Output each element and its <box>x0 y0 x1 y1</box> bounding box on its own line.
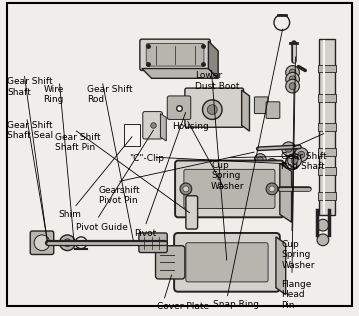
FancyBboxPatch shape <box>143 112 162 139</box>
Circle shape <box>266 183 278 195</box>
Circle shape <box>289 76 296 83</box>
FancyBboxPatch shape <box>140 39 210 70</box>
FancyBboxPatch shape <box>175 161 284 217</box>
Circle shape <box>282 142 295 156</box>
Circle shape <box>286 72 299 86</box>
Polygon shape <box>280 163 292 222</box>
FancyBboxPatch shape <box>266 102 280 118</box>
Bar <box>318 94 336 102</box>
Circle shape <box>289 69 296 76</box>
Text: Housing: Housing <box>172 122 209 131</box>
Circle shape <box>286 79 299 93</box>
Text: Cup
Spring
Washer: Cup Spring Washer <box>211 161 244 191</box>
Bar <box>318 192 336 200</box>
FancyBboxPatch shape <box>174 233 280 292</box>
Text: Flange
Head
Pin: Flange Head Pin <box>281 280 312 310</box>
Polygon shape <box>160 113 166 141</box>
Circle shape <box>317 234 329 246</box>
FancyBboxPatch shape <box>319 39 335 215</box>
Circle shape <box>202 100 222 119</box>
Circle shape <box>289 83 296 89</box>
FancyBboxPatch shape <box>155 246 185 279</box>
Text: Gearshift
Pivot Pin: Gearshift Pivot Pin <box>99 185 140 205</box>
FancyBboxPatch shape <box>146 44 204 66</box>
Text: Gear Shift
Shaft: Gear Shift Shaft <box>7 77 53 97</box>
Polygon shape <box>142 69 218 78</box>
Circle shape <box>317 219 329 231</box>
Bar <box>318 167 336 175</box>
Text: Cover Plate: Cover Plate <box>157 301 209 311</box>
Circle shape <box>208 105 217 114</box>
Circle shape <box>288 154 301 167</box>
Text: Wire
Ring: Wire Ring <box>43 85 64 105</box>
Circle shape <box>269 161 275 167</box>
Polygon shape <box>208 41 218 78</box>
FancyBboxPatch shape <box>167 96 191 119</box>
Text: Cup
Spring
Washer: Cup Spring Washer <box>281 240 315 270</box>
Circle shape <box>183 186 189 192</box>
Circle shape <box>255 154 266 165</box>
Circle shape <box>285 145 292 152</box>
Text: Gear Shift
Shaft Pin: Gear Shift Shaft Pin <box>55 133 101 152</box>
Circle shape <box>260 165 272 177</box>
Circle shape <box>60 235 75 251</box>
Text: Gear Shift
Rod: Gear Shift Rod <box>88 85 133 105</box>
FancyBboxPatch shape <box>124 124 140 146</box>
Text: Gear Shift
Shaft Seal: Gear Shift Shaft Seal <box>7 121 53 140</box>
FancyBboxPatch shape <box>186 196 197 229</box>
Polygon shape <box>242 90 250 131</box>
Circle shape <box>180 183 192 195</box>
Text: Gear Shift
Rod Shaft: Gear Shift Rod Shaft <box>281 152 327 171</box>
FancyBboxPatch shape <box>30 231 54 254</box>
Text: Lower
Dust Boot: Lower Dust Boot <box>195 71 240 91</box>
Text: Shim: Shim <box>58 210 81 219</box>
Text: Snap Ring: Snap Ring <box>213 300 259 309</box>
FancyBboxPatch shape <box>255 97 268 113</box>
Polygon shape <box>276 237 286 295</box>
Circle shape <box>286 66 299 79</box>
Text: "C"-Clip: "C"-Clip <box>130 154 164 163</box>
Circle shape <box>257 157 263 162</box>
Circle shape <box>266 159 278 170</box>
Bar <box>318 64 336 72</box>
Circle shape <box>298 151 305 158</box>
Text: Pivot: Pivot <box>134 229 156 238</box>
Bar <box>318 148 336 156</box>
FancyBboxPatch shape <box>186 243 268 282</box>
Circle shape <box>34 235 50 251</box>
Circle shape <box>263 168 269 174</box>
Circle shape <box>291 157 298 164</box>
Circle shape <box>64 239 71 247</box>
Circle shape <box>294 148 308 161</box>
Text: Pivot Guide: Pivot Guide <box>76 223 128 232</box>
FancyBboxPatch shape <box>184 169 275 209</box>
FancyBboxPatch shape <box>185 88 244 127</box>
Circle shape <box>269 186 275 192</box>
FancyBboxPatch shape <box>139 233 167 252</box>
Bar <box>318 123 336 131</box>
